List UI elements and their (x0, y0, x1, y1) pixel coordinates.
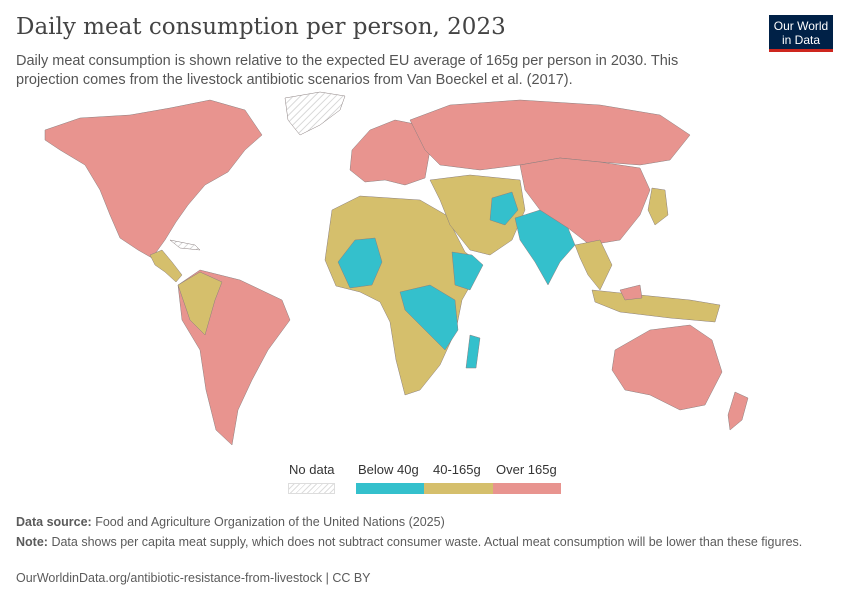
legend-bin-label: 40-165g (433, 462, 481, 477)
legend-bin-over-165[interactable] (493, 483, 561, 494)
region-central-america[interactable] (149, 249, 183, 283)
region-southeast-asia[interactable] (574, 239, 613, 291)
region-north-america[interactable] (44, 99, 263, 259)
region-malaysia[interactable] (619, 284, 643, 301)
region-west-africa-low[interactable] (337, 237, 383, 289)
source-text: Food and Agriculture Organization of the… (95, 515, 445, 529)
region-horn-africa-low[interactable] (451, 251, 484, 291)
legend-bin-40-165[interactable] (424, 483, 493, 494)
source-url-link[interactable]: OurWorldinData.org/antibiotic-resistance… (16, 571, 371, 585)
legend-bin-label: Over 165g (496, 462, 557, 477)
region-australia[interactable] (611, 324, 723, 411)
region-russia[interactable] (409, 99, 691, 171)
logo-text-1: Our World (773, 19, 829, 33)
note-text: Data shows per capita meat supply, which… (51, 535, 803, 549)
region-madagascar[interactable] (465, 334, 481, 369)
region-central-africa-low[interactable] (399, 284, 459, 351)
legend-no-data-swatch[interactable] (288, 483, 335, 494)
legend-bin-below-40[interactable] (356, 483, 424, 494)
legend-bin-label: Below 40g (358, 462, 419, 477)
region-indonesia[interactable] (591, 289, 721, 323)
note: Note: Data shows per capita meat supply,… (16, 534, 806, 550)
legend-no-data-label: No data (289, 462, 335, 477)
chart-subtitle: Daily meat consumption is shown relative… (16, 53, 679, 88)
source-label: Data source: (16, 515, 92, 529)
region-china[interactable] (519, 157, 651, 246)
data-source: Data source: Food and Agriculture Organi… (16, 514, 445, 530)
region-andes[interactable] (177, 271, 223, 336)
logo-text-2: in Data (781, 33, 821, 47)
chart-title: Daily meat consumption per person, 2023 (16, 14, 506, 40)
world-map[interactable] (0, 80, 850, 460)
note-label: Note: (16, 535, 48, 549)
region-greenland[interactable] (284, 91, 346, 136)
region-afghanistan[interactable] (489, 191, 519, 226)
owid-logo[interactable]: Our World in Data (769, 15, 833, 52)
region-new-zealand[interactable] (727, 391, 749, 431)
region-europe[interactable] (349, 119, 431, 186)
region-caribbean[interactable] (169, 239, 201, 251)
region-japan[interactable] (647, 187, 669, 226)
